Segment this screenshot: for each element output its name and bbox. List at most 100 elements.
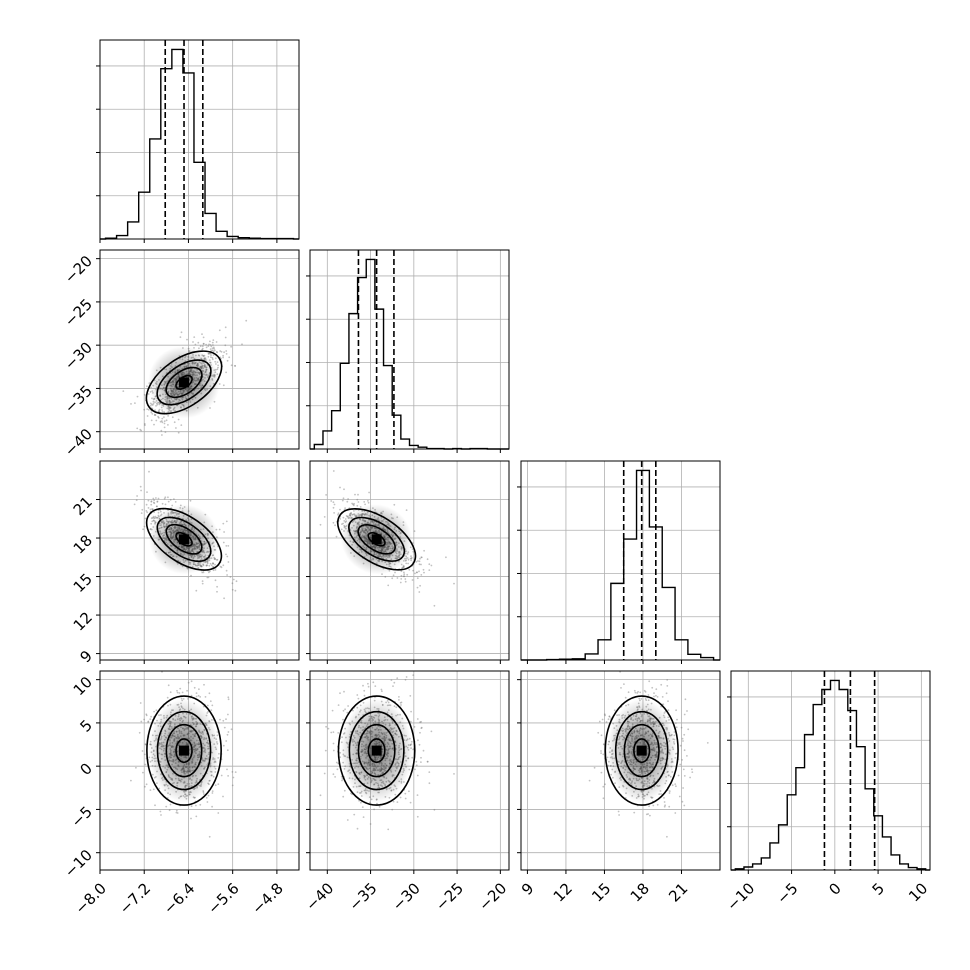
- scatter-point: [342, 795, 345, 798]
- scatter-point: [226, 574, 229, 576]
- scatter-point: [331, 709, 334, 712]
- scatter-point: [152, 501, 155, 504]
- scatter-point: [323, 516, 326, 518]
- scatter-point: [150, 411, 153, 414]
- scatter-point: [369, 823, 372, 825]
- scatter-point: [153, 710, 156, 713]
- scatter-point: [160, 429, 163, 432]
- scatter-point: [155, 497, 157, 499]
- scatter-point: [319, 794, 322, 797]
- x-tick-label: −30: [389, 879, 424, 914]
- scatter-point: [408, 568, 411, 571]
- scatter-point: [396, 801, 399, 803]
- scatter-point: [393, 503, 396, 506]
- scatter-point: [222, 795, 224, 798]
- scatter-point: [135, 499, 138, 501]
- scatter-point: [164, 496, 167, 499]
- scatter-point: [681, 800, 684, 803]
- scatter-point: [396, 677, 399, 680]
- scatter-point: [202, 571, 205, 574]
- scatter-point: [428, 563, 431, 566]
- scatter-point: [212, 565, 215, 568]
- scatter-point: [419, 731, 421, 734]
- scatter-point: [226, 555, 229, 558]
- scatter-point: [139, 428, 142, 431]
- scatter-point: [212, 346, 215, 349]
- scatter-point: [206, 576, 209, 579]
- scatter-point: [224, 344, 227, 347]
- scatter-point: [216, 351, 219, 354]
- scatter-point: [159, 810, 162, 813]
- scatter-point: [201, 571, 204, 574]
- scatter-point: [176, 812, 179, 814]
- scatter-point: [220, 350, 223, 353]
- scatter-point: [179, 336, 182, 338]
- scatter-point: [410, 710, 412, 713]
- scatter-point: [149, 508, 152, 511]
- density-peak: [371, 745, 382, 756]
- scatter-point: [163, 422, 166, 425]
- scatter-point: [146, 511, 149, 514]
- scatter-point: [344, 507, 346, 509]
- density-peak: [179, 745, 190, 756]
- scatter-point: [220, 774, 223, 777]
- scatter-point: [150, 419, 153, 422]
- scatter-point: [164, 431, 167, 433]
- scatter-point: [186, 689, 189, 692]
- scatter-point: [152, 517, 155, 519]
- scatter-point: [217, 812, 220, 814]
- x-tick-label: −25: [432, 879, 467, 914]
- scatter-point: [223, 531, 226, 533]
- scatter-point: [197, 694, 200, 697]
- scatter-point: [418, 591, 421, 593]
- scatter-point: [206, 704, 209, 707]
- scatter-point: [337, 732, 340, 734]
- panel-2-1: [306, 460, 510, 664]
- scatter-point: [404, 797, 407, 800]
- scatter-point: [166, 696, 169, 699]
- scatter-point: [211, 356, 214, 359]
- scatter-point: [218, 329, 221, 332]
- scatter-point: [412, 674, 415, 676]
- y-tick-label: 0: [77, 759, 96, 778]
- scatter-point: [152, 400, 155, 403]
- scatter-point: [418, 560, 421, 563]
- scatter-point: [415, 561, 418, 563]
- scatter-point: [367, 500, 369, 502]
- scatter-point: [417, 739, 419, 742]
- scatter-point: [156, 500, 159, 503]
- scatter-point: [225, 740, 228, 742]
- scatter-point: [229, 576, 232, 578]
- scatter-point: [155, 505, 158, 508]
- scatter-point: [324, 749, 327, 752]
- scatter-point: [235, 580, 238, 583]
- scatter-point: [201, 580, 204, 582]
- y-tick-label: 9: [77, 647, 96, 666]
- scatter-point: [409, 695, 412, 697]
- scatter-point: [201, 582, 204, 585]
- scatter-point: [201, 333, 203, 335]
- scatter-point: [150, 503, 153, 506]
- scatter-point: [396, 577, 399, 579]
- scatter-point: [423, 549, 425, 552]
- scatter-point: [335, 535, 338, 538]
- scatter-point: [405, 509, 408, 511]
- scatter-point: [175, 427, 177, 429]
- scatter-point: [215, 363, 217, 365]
- scatter-point: [192, 341, 194, 343]
- scatter-point: [403, 573, 406, 576]
- scatter-point: [154, 515, 157, 518]
- scatter-point: [231, 582, 234, 585]
- scatter-point: [420, 563, 422, 566]
- scatter-point: [357, 501, 360, 503]
- y-tick-label: −35: [61, 382, 96, 417]
- scatter-point: [227, 545, 230, 547]
- scatter-point: [139, 702, 142, 704]
- scatter-point: [167, 415, 170, 417]
- scatter-point: [205, 343, 208, 346]
- scatter-point: [154, 409, 157, 411]
- scatter-point: [208, 835, 211, 838]
- scatter-point: [223, 351, 226, 354]
